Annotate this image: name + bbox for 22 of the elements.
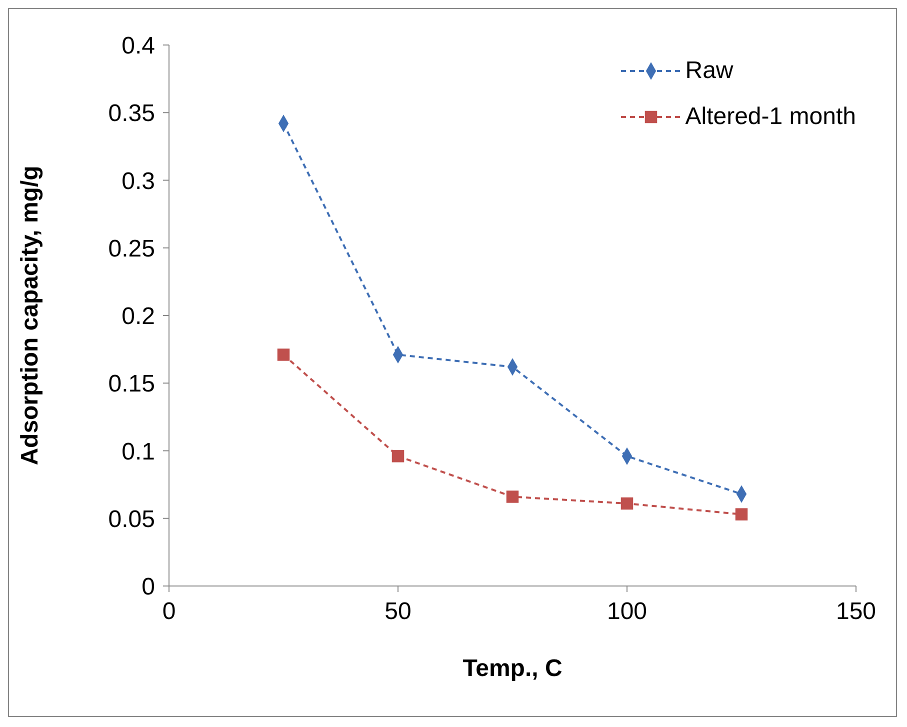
- point: [506, 490, 519, 503]
- y-tick-label: 0.15: [108, 370, 155, 398]
- y-tick-label: 0.4: [122, 32, 155, 60]
- y-tick-label: 0.25: [108, 235, 155, 262]
- point: [277, 348, 290, 361]
- point: [392, 450, 404, 462]
- point: [620, 497, 634, 510]
- y-tick-label: 0.35: [108, 100, 155, 128]
- y-tick-label: 0: [142, 574, 155, 601]
- y-tick-label: 0.05: [108, 506, 155, 533]
- x-tick-label: 100: [606, 598, 648, 626]
- legend-label: Raw: [685, 57, 734, 85]
- y-tick-label: 0.3: [122, 168, 155, 195]
- legend-label: Altered-1 month: [685, 103, 856, 131]
- x-tick-label: 0: [162, 598, 176, 626]
- point: [735, 508, 748, 520]
- x-axis-title: Temp., C: [462, 655, 562, 682]
- y-axis-title: Adsorption capacity, mg/g: [16, 166, 44, 466]
- y-tick-label: 0.2: [122, 303, 155, 330]
- x-tick-label: 50: [384, 598, 412, 626]
- y-tick-label: 0.1: [122, 438, 155, 466]
- x-tick-label: 150: [836, 598, 876, 626]
